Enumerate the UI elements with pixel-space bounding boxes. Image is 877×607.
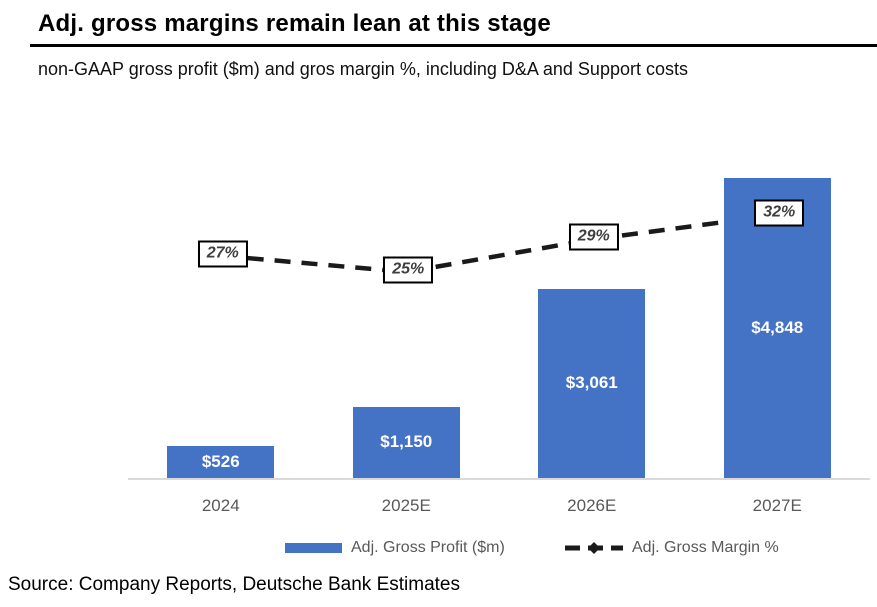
margin-line-path — [220, 212, 778, 275]
bar-2024: $526 — [167, 445, 275, 478]
x-axis-label-2027e: 2027E — [752, 496, 802, 515]
margin-label-2025e: 25% — [383, 256, 434, 284]
legend-item-gross-profit: Adj. Gross Profit ($m) — [285, 537, 505, 559]
margin-label-2024: 27% — [197, 240, 248, 268]
title-underline-rule — [30, 44, 877, 47]
bar-value-label: $1,150 — [380, 432, 433, 452]
bar-value-label: $4,848 — [751, 318, 804, 337]
bar-series-swatch-icon — [285, 543, 342, 553]
x-axis-label-2024: 2024 — [201, 496, 240, 515]
bar-2026e: $3,061 — [538, 288, 646, 478]
x-axis-label-2025e: 2025E — [381, 496, 431, 515]
x-axis-label-2026e: 2026E — [567, 496, 617, 515]
dashed-line-diamond-icon — [565, 542, 623, 554]
bar-2027e: $4,848 — [723, 178, 831, 478]
bar-value-label: $526 — [201, 451, 240, 471]
bar-2025e: $1,150 — [352, 406, 460, 478]
legend-item-gross-margin: Adj. Gross Margin % — [565, 537, 779, 559]
plot-area: $526 2024 $1,150 2025E $3,061 2026E $4,848 2027… — [128, 150, 870, 515]
legend-label-gross-margin: Adj. Gross Margin % — [632, 539, 779, 556]
bar-value-label: $3,061 — [565, 373, 618, 393]
margin-label-2026e: 29% — [568, 223, 619, 251]
page-title: Adj. gross margins remain lean at this s… — [38, 10, 551, 37]
source-line: Source: Company Reports, Deutsche Bank E… — [8, 574, 460, 595]
margin-label-2027e: 32% — [754, 199, 805, 227]
legend-label-gross-profit: Adj. Gross Profit ($m) — [351, 539, 505, 556]
page-subtitle: non-GAAP gross profit ($m) and gros marg… — [38, 59, 688, 79]
